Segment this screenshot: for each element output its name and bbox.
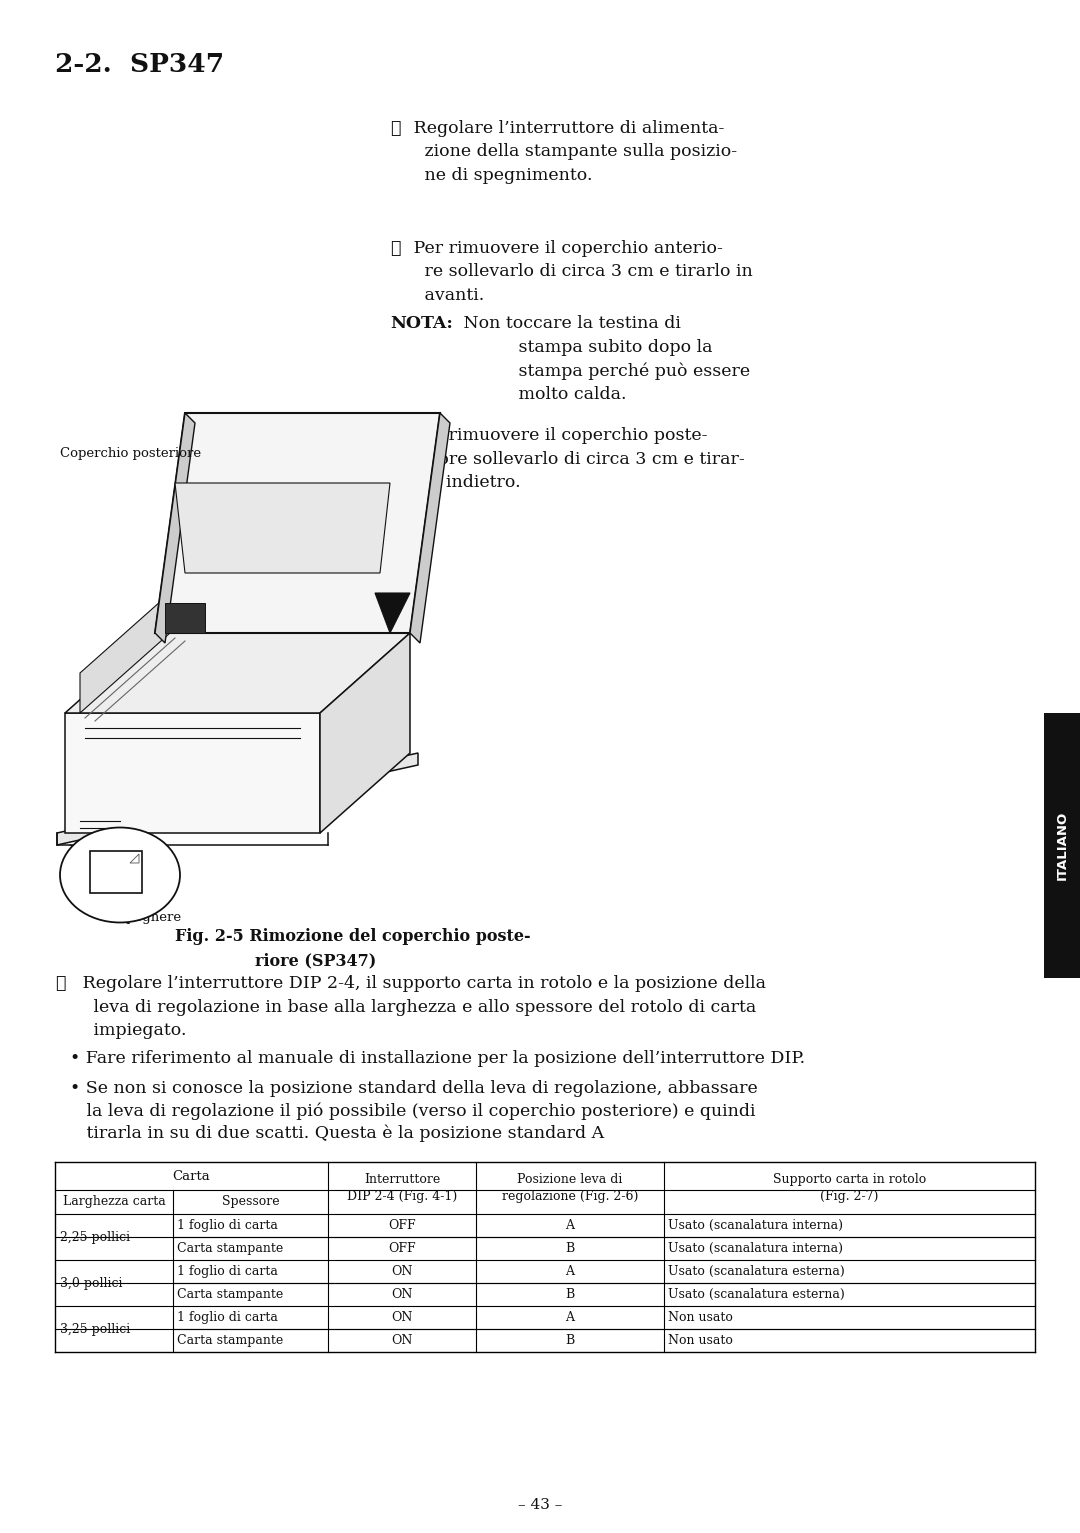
- Text: ①: ①: [390, 120, 401, 136]
- Polygon shape: [410, 412, 450, 642]
- Text: OFF: OFF: [388, 1219, 416, 1233]
- Text: Usato (scanalatura interna): Usato (scanalatura interna): [669, 1219, 843, 1233]
- Text: A: A: [566, 1219, 575, 1233]
- Text: ITALIANO: ITALIANO: [1055, 811, 1068, 880]
- Text: • Se non si conosce la posizione standard della leva di regolazione, abbassare: • Se non si conosce la posizione standar…: [70, 1081, 758, 1098]
- Polygon shape: [175, 483, 390, 573]
- Text: Regolare l’interruttore DIP 2-4, il supporto carta in rotolo e la posizione dell: Regolare l’interruttore DIP 2-4, il supp…: [77, 975, 766, 1039]
- Text: Per rimuovere il coperchio anterio-
   re sollevarlo di circa 3 cm e tirarlo in
: Per rimuovere il coperchio anterio- re s…: [408, 241, 753, 304]
- Text: Usato (scanalatura interna): Usato (scanalatura interna): [669, 1242, 843, 1256]
- Text: 2,25 pollici: 2,25 pollici: [60, 1231, 130, 1243]
- Bar: [160, 819, 178, 828]
- Text: B: B: [565, 1242, 575, 1256]
- Text: ②: ②: [390, 241, 401, 258]
- Text: Per rimuovere il coperchio poste-
   riore sollevarlo di circa 3 cm e tirar-
   : Per rimuovere il coperchio poste- riore …: [408, 428, 745, 491]
- Text: Non usato: Non usato: [669, 1311, 733, 1325]
- Text: riore (SP347): riore (SP347): [255, 952, 376, 969]
- Text: B: B: [565, 1334, 575, 1348]
- Text: 2-2.  SP347: 2-2. SP347: [55, 52, 225, 77]
- Text: Spegnere: Spegnere: [118, 911, 183, 924]
- Text: Supporto carta in rotolo
(Fig. 2-7): Supporto carta in rotolo (Fig. 2-7): [773, 1173, 927, 1203]
- Text: A: A: [566, 1311, 575, 1325]
- Text: Non usato: Non usato: [669, 1334, 733, 1348]
- Polygon shape: [65, 633, 410, 713]
- Text: ON: ON: [391, 1265, 413, 1279]
- Text: 3,25 pollici: 3,25 pollici: [60, 1323, 131, 1335]
- Text: 1 foglio di carta: 1 foglio di carta: [177, 1219, 278, 1233]
- Text: ON: ON: [391, 1311, 413, 1325]
- Text: ON: ON: [391, 1334, 413, 1348]
- Polygon shape: [156, 412, 440, 633]
- Text: Larghezza carta: Larghezza carta: [63, 1196, 165, 1208]
- Text: OFF: OFF: [388, 1242, 416, 1256]
- Text: 1 foglio di carta: 1 foglio di carta: [177, 1311, 278, 1325]
- Text: B: B: [565, 1288, 575, 1302]
- Text: Posizione leva di
regolazione (Fig. 2-6): Posizione leva di regolazione (Fig. 2-6): [502, 1173, 638, 1203]
- Polygon shape: [156, 412, 195, 642]
- Text: Carta stampante: Carta stampante: [177, 1334, 283, 1348]
- Text: Fig. 2-5 Rimozione del coperchio poste-: Fig. 2-5 Rimozione del coperchio poste-: [175, 927, 530, 944]
- Text: Spessore: Spessore: [221, 1196, 280, 1208]
- Text: Non toccare la testina di
           stampa subito dopo la
           stampa per: Non toccare la testina di stampa subito …: [458, 314, 751, 403]
- Text: 1 foglio di carta: 1 foglio di carta: [177, 1265, 278, 1279]
- Text: Usato (scanalatura esterna): Usato (scanalatura esterna): [669, 1265, 845, 1279]
- Polygon shape: [65, 713, 320, 832]
- Text: ④: ④: [55, 975, 66, 992]
- Text: NOTA:: NOTA:: [390, 314, 453, 333]
- Text: Coperchio posteriore: Coperchio posteriore: [60, 446, 201, 460]
- Polygon shape: [320, 633, 410, 832]
- Text: ③: ③: [390, 428, 401, 445]
- Text: Carta stampante: Carta stampante: [177, 1242, 283, 1256]
- Text: Usato (scanalatura esterna): Usato (scanalatura esterna): [669, 1288, 845, 1302]
- Text: Carta stampante: Carta stampante: [177, 1288, 283, 1302]
- Text: • Fare riferimento al manuale di installazione per la posizione dell’interruttor: • Fare riferimento al manuale di install…: [70, 1050, 805, 1067]
- Text: A: A: [566, 1265, 575, 1279]
- Bar: [185, 819, 203, 828]
- Text: – 43 –: – 43 –: [517, 1498, 563, 1512]
- Ellipse shape: [60, 828, 180, 923]
- Text: 3,0 pollici: 3,0 pollici: [60, 1277, 122, 1289]
- Text: Interruttore
DIP 2-4 (Fig. 4-1): Interruttore DIP 2-4 (Fig. 4-1): [347, 1173, 457, 1203]
- Text: Regolare l’interruttore di alimenta-
   zione della stampante sulla posizio-
   : Regolare l’interruttore di alimenta- zio…: [408, 120, 738, 184]
- Text: Carta: Carta: [173, 1170, 211, 1182]
- Polygon shape: [165, 602, 205, 633]
- Polygon shape: [57, 753, 418, 845]
- Text: la leva di regolazione il pió possibile (verso il coperchio posteriore) e quindi: la leva di regolazione il pió possibile …: [70, 1102, 756, 1119]
- Bar: [135, 819, 153, 828]
- Text: ON: ON: [391, 1288, 413, 1302]
- Bar: [90, 851, 141, 894]
- Polygon shape: [375, 593, 410, 633]
- FancyBboxPatch shape: [1044, 713, 1080, 978]
- Polygon shape: [80, 593, 170, 713]
- Text: tirarla in su di due scatti. Questa è la posizione standard A: tirarla in su di due scatti. Questa è la…: [70, 1124, 604, 1142]
